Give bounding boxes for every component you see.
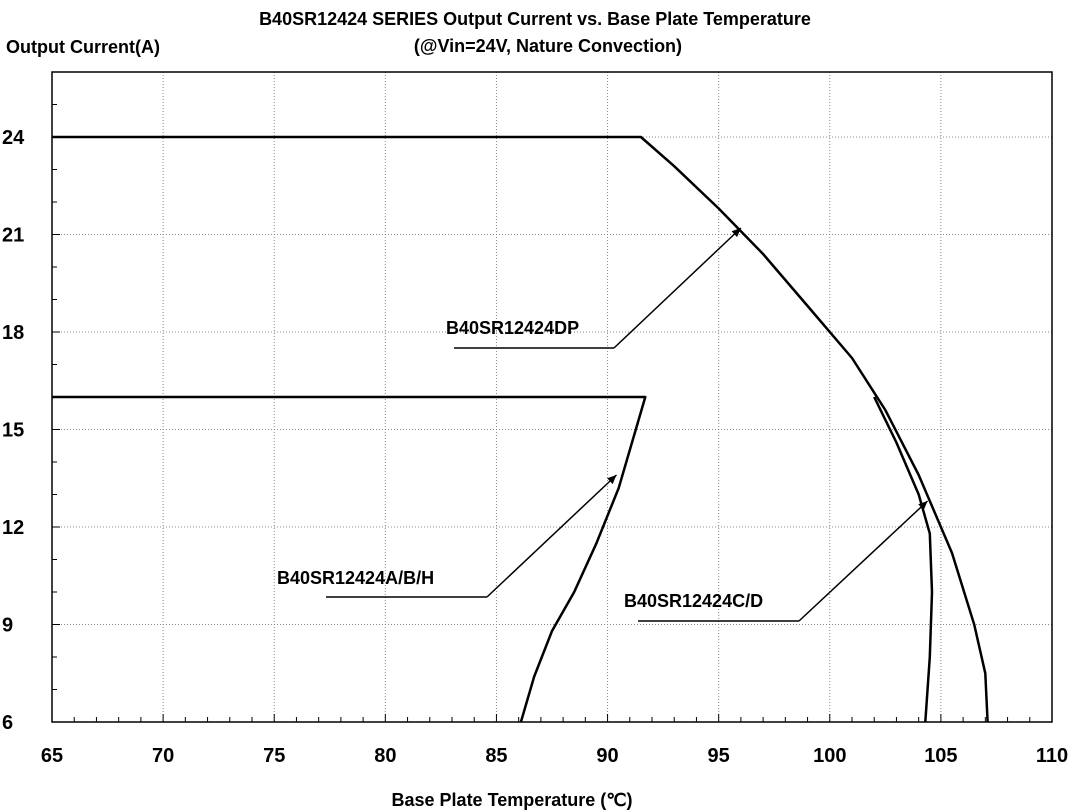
x-tick-label: 105 [924, 745, 957, 767]
series-line [52, 395, 647, 723]
y-tick-label: 18 [2, 322, 24, 344]
y-tick-label: 15 [2, 420, 24, 442]
x-tick-label: 85 [485, 745, 507, 767]
annotation-arrowhead [607, 475, 617, 485]
x-tick-label: 110 [1036, 745, 1068, 767]
x-tick-label: 65 [41, 745, 63, 767]
annotation-label: B40SR12424C/D [624, 591, 763, 611]
y-tick-label: 21 [2, 225, 24, 247]
annotation-label: B40SR12424DP [446, 318, 579, 338]
y-tick-label: 24 [2, 127, 25, 149]
x-tick-label: 80 [374, 745, 396, 767]
y-tick-label: 12 [2, 517, 24, 539]
annotation-arrowhead [918, 501, 928, 511]
x-axis-label: Base Plate Temperature (℃) [392, 790, 633, 810]
annotation-leader [613, 227, 742, 349]
annotations: B40SR12424DP B40SR12424A/B/H B40SR12424C/D [277, 227, 929, 622]
x-tick-label: 90 [596, 745, 618, 767]
annotation-arrowhead [731, 228, 741, 238]
annotation-label: B40SR12424A/B/H [277, 568, 434, 588]
chart-title: B40SR12424 SERIES Output Current vs. Bas… [259, 9, 811, 29]
x-tick-labels: 65 70 75 80 85 90 95 100 105 110 [41, 745, 1068, 767]
series-line [52, 135, 989, 723]
x-tick-label: 100 [813, 745, 846, 767]
series-lines [52, 135, 989, 723]
series-line [873, 396, 934, 723]
y-tick-label: 9 [2, 615, 13, 637]
annotation-leader [486, 474, 617, 598]
x-tick-label: 75 [263, 745, 285, 767]
y-axis-label: Output Current(A) [6, 37, 160, 57]
y-tick-labels: 6 9 12 15 18 21 24 [2, 127, 25, 734]
annotation-leader [798, 500, 929, 622]
x-tick-label: 70 [152, 745, 174, 767]
x-tick-label: 95 [708, 745, 730, 767]
y-tick-label: 6 [2, 712, 13, 734]
chart-subtitle: (@Vin=24V, Nature Convection) [414, 36, 682, 56]
